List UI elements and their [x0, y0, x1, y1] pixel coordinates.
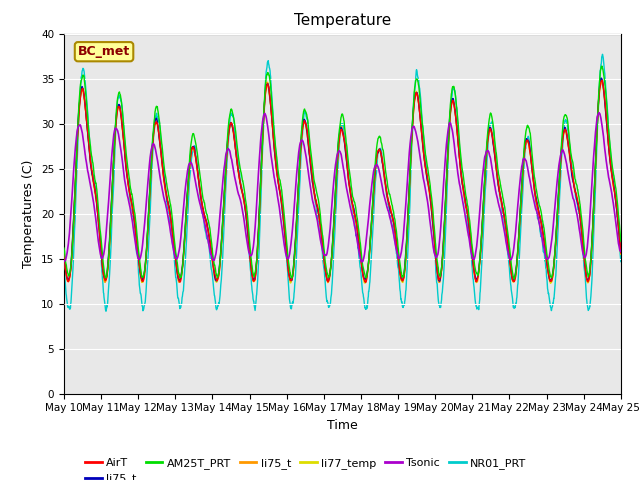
Legend: AirT, li75_t, AM25T_PRT, li75_t, li77_temp, Tsonic, NR01_PRT: AirT, li75_t, AM25T_PRT, li75_t, li77_te…	[81, 454, 531, 480]
Y-axis label: Temperatures (C): Temperatures (C)	[22, 159, 35, 268]
Text: BC_met: BC_met	[78, 45, 130, 58]
Title: Temperature: Temperature	[294, 13, 391, 28]
X-axis label: Time: Time	[327, 419, 358, 432]
